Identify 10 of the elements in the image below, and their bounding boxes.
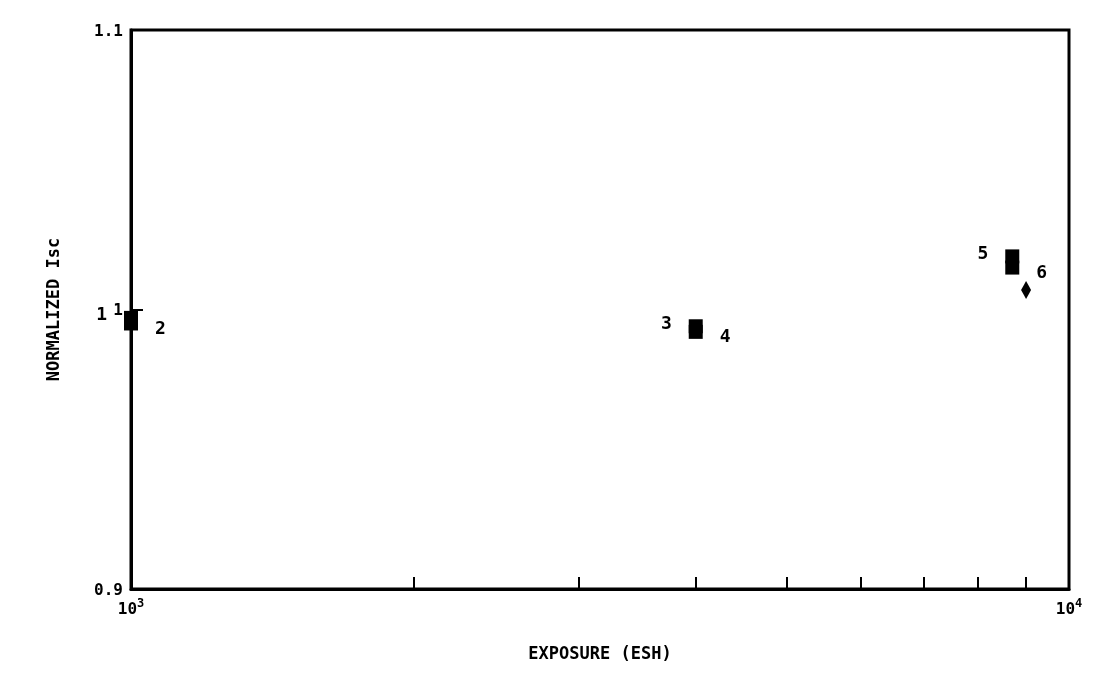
y-axis-title: NORMALIZED Isc — [42, 237, 63, 382]
y-tick-label: 0.9 — [94, 579, 123, 599]
annotation: 4 — [719, 325, 731, 347]
x-axis-title: EXPOSURE (ESH) — [528, 642, 672, 663]
annotation: 2 — [155, 316, 166, 338]
y-tick-label: 1.1 — [94, 20, 123, 40]
annotation: 5 — [977, 241, 989, 263]
y-tick-label: 1 — [113, 300, 123, 319]
annotation: 6 — [1036, 261, 1048, 283]
annotation: 3 — [660, 311, 672, 333]
